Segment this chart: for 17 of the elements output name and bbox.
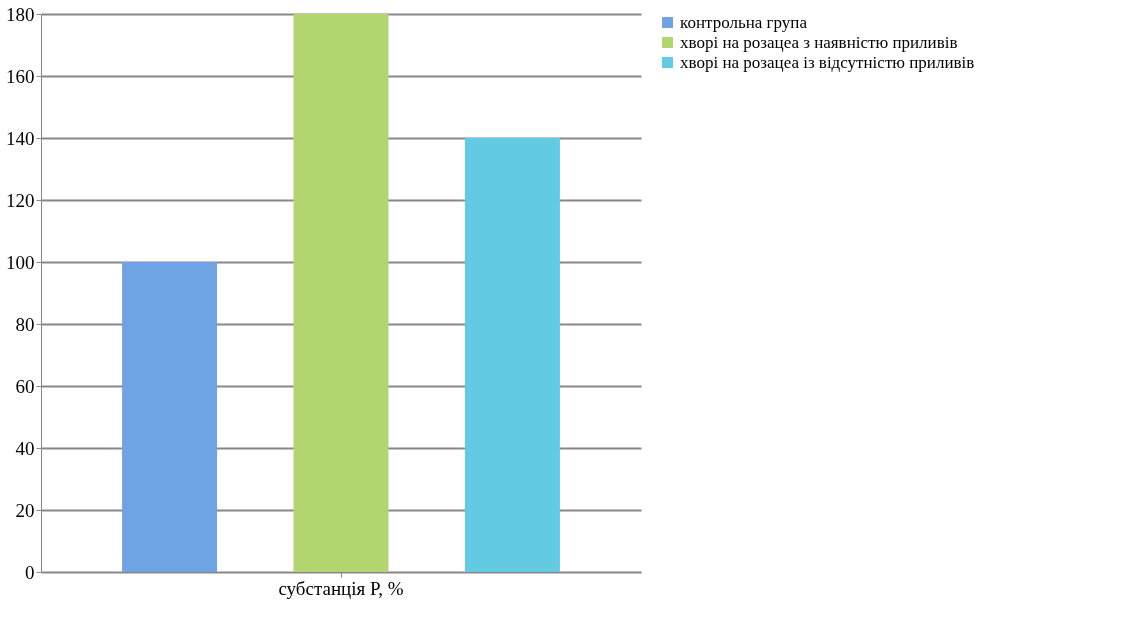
y-tick-label: 160	[6, 65, 35, 87]
y-tick-label: 0	[25, 561, 35, 583]
bar	[464, 138, 560, 572]
legend-label: хворі на розацеа з наявністю приливів	[680, 32, 958, 52]
y-tick-label: 120	[6, 189, 35, 211]
y-tick-label: 60	[15, 375, 35, 397]
x-tick-label: субстанція Р, %	[278, 577, 404, 599]
y-tick-label: 180	[6, 3, 35, 25]
y-tick-label: 140	[6, 127, 35, 149]
bar	[122, 262, 218, 572]
legend-label: хворі на розацеа із відсутністю приливів	[680, 52, 975, 72]
y-tick-label: 40	[15, 437, 35, 459]
y-tick-label: 80	[15, 313, 35, 335]
legend-label: контрольна група	[680, 12, 808, 32]
y-tick-label: 100	[6, 251, 35, 273]
bar	[293, 14, 389, 572]
y-tick-label: 20	[15, 499, 35, 521]
